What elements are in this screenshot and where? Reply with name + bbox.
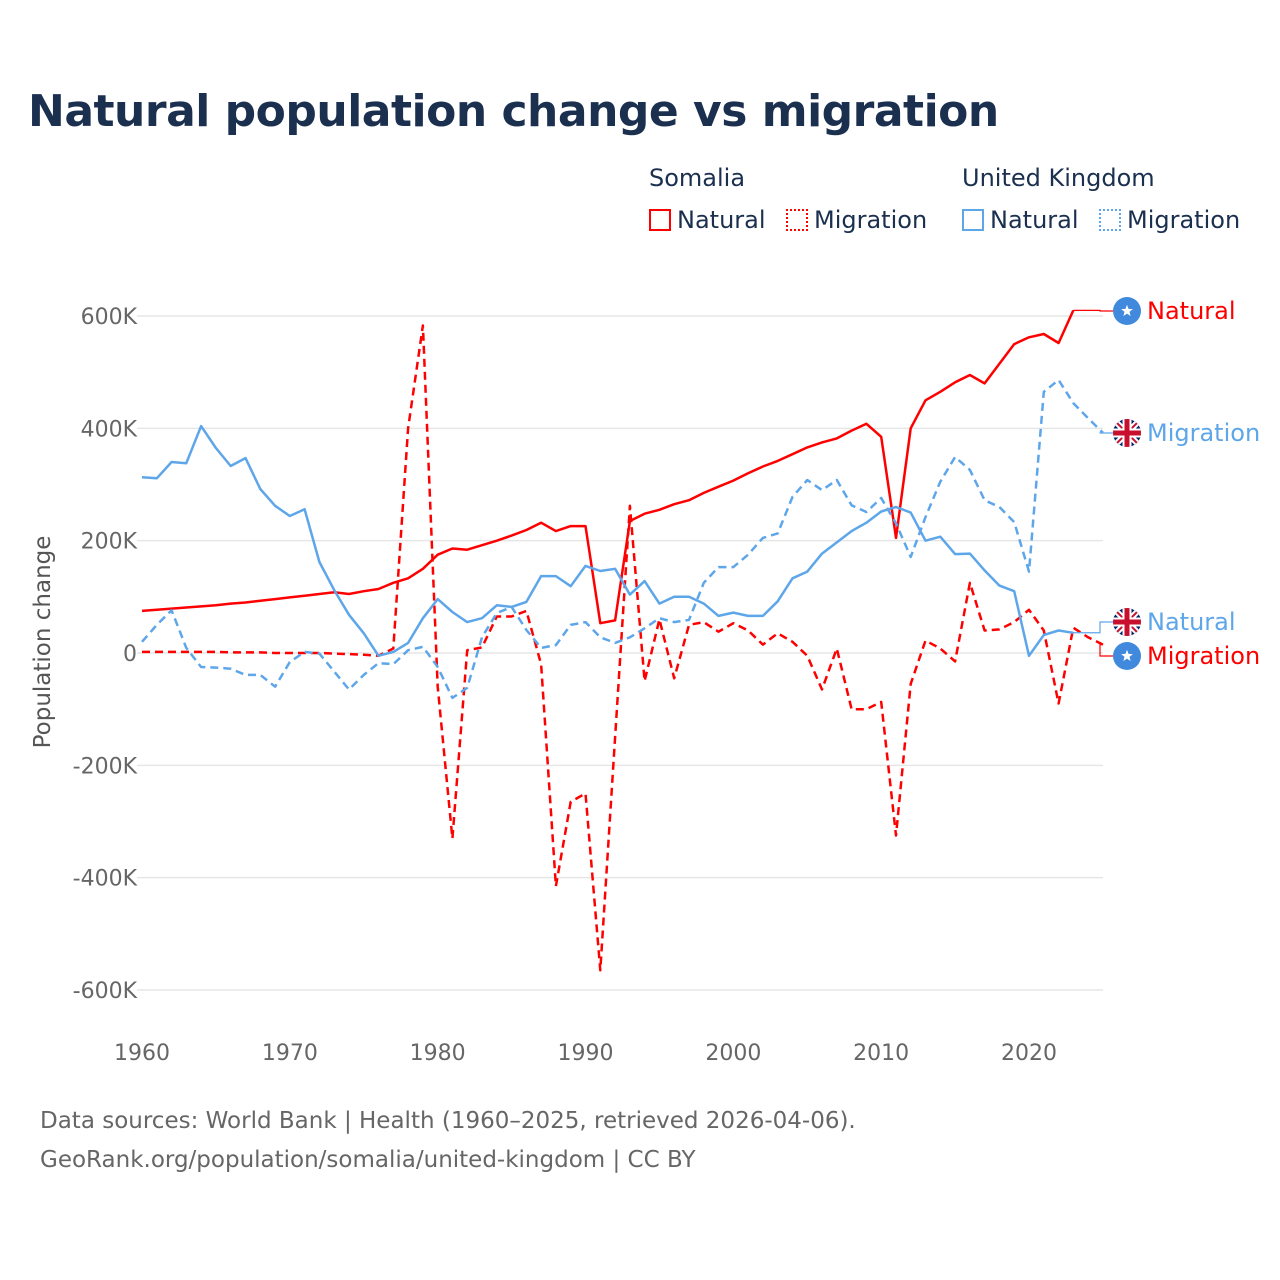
y-tick-label: -600K [73,979,138,1004]
dotted-swatch-icon [786,209,808,231]
legend-label: Migration [1127,206,1241,234]
legend-group-somalia: Somalia [649,164,746,192]
footer-sources: Data sources: World Bank | Health (1960–… [40,1108,856,1134]
legend-somalia-migration[interactable]: Migration [786,206,927,234]
solid-swatch-icon [649,209,671,231]
legend-uk-natural[interactable]: Natural [962,206,1079,234]
solid-swatch-icon [962,209,984,231]
y-axis-label: Population change [30,536,56,749]
end-label: Natural [1147,608,1236,636]
y-tick-label: 200K [81,530,138,555]
series-line-somalia-migration [142,324,1104,972]
legend-somalia-natural[interactable]: Natural [649,206,766,234]
legend-label: Natural [990,206,1079,234]
x-tick-label: 2020 [1001,1041,1057,1066]
end-label: Migration [1147,642,1260,670]
label-connector [1099,643,1113,657]
series-line-somalia-natural [141,309,1075,625]
legend-label: Migration [814,206,928,234]
x-tick-label: 1960 [114,1041,170,1066]
y-tick-label: 600K [81,305,138,330]
somalia-flag-icon [1113,642,1141,670]
chart-title: Natural population change vs migration [28,86,999,137]
uk-flag-icon [1113,608,1141,636]
footer-link[interactable]: GeoRank.org/population/somalia/united-ki… [40,1147,696,1173]
dotted-swatch-icon [1099,209,1121,231]
y-tick-label: -400K [73,867,138,892]
legend-label: Natural [677,206,766,234]
end-label: Migration [1147,419,1260,447]
y-tick-label: 0 [123,642,137,667]
x-tick-label: 2000 [705,1041,761,1066]
y-tick-label: 400K [81,417,138,442]
y-tick-label: -200K [73,754,138,779]
end-label: Natural [1147,297,1236,325]
legend-group-uk: United Kingdom [962,164,1155,192]
legend-uk-migration[interactable]: Migration [1099,206,1240,234]
x-tick-label: 1980 [410,1041,466,1066]
x-tick-label: 1970 [262,1041,318,1066]
x-tick-label: 2010 [853,1041,909,1066]
label-connector [1073,309,1113,312]
label-connector [1073,621,1113,634]
somalia-flag-icon [1113,297,1141,325]
x-tick-label: 1990 [558,1041,614,1066]
uk-flag-icon [1113,419,1141,447]
series-line-united-kingdom-natural [141,424,1074,658]
